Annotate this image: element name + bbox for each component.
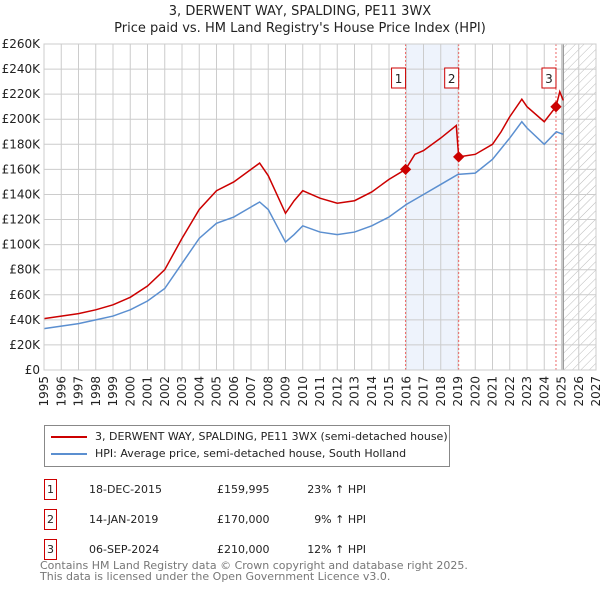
sale-hpi-diff: 23% ↑ HPI bbox=[307, 483, 366, 496]
shaded-period bbox=[405, 44, 459, 370]
x-tick-label: 1995 bbox=[37, 376, 51, 407]
x-tick-label: 2021 bbox=[486, 376, 500, 407]
x-tick-label: 2023 bbox=[520, 376, 534, 407]
x-tick-label: 2003 bbox=[175, 376, 189, 407]
sale-date: 18-DEC-2015 bbox=[89, 483, 163, 496]
sale-point bbox=[399, 163, 412, 176]
x-tick-label: 2000 bbox=[123, 376, 137, 407]
sale-label: 1 bbox=[395, 72, 403, 86]
price-chart: £0 £20K £40K £60K £80K £100K £120K £140K £160K £1… bbox=[2, 37, 600, 407]
sale-label-box bbox=[391, 67, 407, 89]
x-tick-label: 2019 bbox=[451, 376, 465, 407]
series-line bbox=[43, 89, 564, 320]
y-tick-label: £120K bbox=[2, 213, 42, 227]
sale-date: 06-SEP-2024 bbox=[89, 543, 160, 556]
y-tick-label: £260K bbox=[2, 37, 42, 51]
x-tick-label: 2016 bbox=[399, 376, 413, 407]
x-tick-label: 1997 bbox=[72, 376, 86, 407]
x-tick-label: 2013 bbox=[348, 376, 362, 407]
x-tick-label: 2014 bbox=[365, 376, 379, 407]
x-tick-label: 2010 bbox=[296, 376, 310, 407]
sale-label: 3 bbox=[545, 72, 553, 86]
x-tick-label: 2005 bbox=[210, 376, 224, 407]
y-tick-label: £0 bbox=[25, 363, 40, 377]
footer-line: This data is licensed under the Open Gov… bbox=[40, 570, 391, 583]
x-tick-label: 2006 bbox=[227, 376, 241, 407]
sale-number-badge: 3 bbox=[44, 539, 57, 560]
sale-price: £170,000 bbox=[217, 513, 270, 526]
x-tick-label: 2011 bbox=[313, 376, 327, 407]
sale-point bbox=[453, 151, 465, 163]
series-line bbox=[43, 120, 564, 330]
y-tick-label: £140K bbox=[2, 187, 42, 201]
sale-price: £159,995 bbox=[217, 483, 270, 496]
x-tick-label: 2018 bbox=[434, 376, 448, 407]
x-tick-label: 2012 bbox=[330, 376, 344, 407]
x-tick-label: 1998 bbox=[89, 376, 103, 407]
x-tick-label: 2020 bbox=[468, 376, 482, 407]
y-tick-label: £180K bbox=[2, 137, 42, 151]
plot-border bbox=[43, 43, 597, 371]
sale-row: 2 14-JAN-2019 £170,000 9% ↑ HPI bbox=[44, 509, 444, 533]
chart-title: 3, DERWENT WAY, SPALDING, PE11 3WX bbox=[168, 4, 432, 19]
x-tick-label: 2007 bbox=[244, 376, 258, 407]
legend-item-property: 3, DERWENT WAY, SPALDING, PE11 3WX (semi… bbox=[51, 430, 448, 443]
y-tick-label: £220K bbox=[2, 87, 42, 101]
y-tick-label: £60K bbox=[9, 288, 41, 302]
legend-item-hpi: HPI: Average price, semi-detached house,… bbox=[51, 447, 406, 460]
sale-row: 1 18-DEC-2015 £159,995 23% ↑ HPI bbox=[44, 479, 444, 503]
x-tick-label: 2025 bbox=[555, 376, 569, 407]
sale-label: 2 bbox=[448, 72, 456, 86]
x-tick-label: 2027 bbox=[589, 376, 600, 407]
legend-label: 3, DERWENT WAY, SPALDING, PE11 3WX (semi… bbox=[95, 430, 448, 443]
sale-label-box bbox=[444, 67, 460, 89]
sale-label-box bbox=[541, 67, 557, 89]
x-tick-label: 2009 bbox=[279, 376, 293, 407]
footer-line: Contains HM Land Registry data © Crown c… bbox=[40, 559, 468, 572]
x-tick-label: 1999 bbox=[106, 376, 120, 407]
forecast-hatch bbox=[563, 44, 596, 370]
x-tick-label: 2004 bbox=[192, 376, 206, 407]
sale-price: £210,000 bbox=[217, 543, 270, 556]
chart-subtitle: Price paid vs. HM Land Registry's House … bbox=[114, 21, 486, 36]
x-tick-label: 2015 bbox=[382, 376, 396, 407]
x-tick-label: 2026 bbox=[572, 376, 586, 407]
footer: Contains HM Land Registry data © Crown c… bbox=[40, 560, 468, 582]
y-tick-label: £20K bbox=[9, 338, 41, 352]
legend: 3, DERWENT WAY, SPALDING, PE11 3WX (semi… bbox=[44, 425, 450, 467]
sale-number-badge: 1 bbox=[44, 479, 57, 500]
legend-label: HPI: Average price, semi-detached house,… bbox=[95, 447, 407, 460]
x-tick-label: 2024 bbox=[537, 376, 551, 407]
sale-hpi-diff: 12% ↑ HPI bbox=[307, 543, 366, 556]
sale-number-badge: 2 bbox=[44, 509, 57, 530]
y-tick-label: £80K bbox=[9, 263, 41, 277]
y-tick-label: £100K bbox=[2, 238, 42, 252]
x-tick-label: 2017 bbox=[417, 376, 431, 407]
x-tick-label: 2002 bbox=[158, 376, 172, 407]
y-tick-label: £240K bbox=[2, 62, 42, 76]
y-tick-label: £40K bbox=[9, 313, 41, 327]
x-tick-label: 2022 bbox=[503, 376, 517, 407]
blue-line-swatch bbox=[51, 452, 87, 455]
x-tick-label: 1996 bbox=[54, 376, 68, 407]
y-tick-label: £200K bbox=[2, 112, 42, 126]
x-tick-label: 2001 bbox=[141, 376, 155, 407]
red-line-swatch bbox=[51, 435, 87, 438]
sale-date: 14-JAN-2019 bbox=[89, 513, 159, 526]
sale-hpi-diff: 9% ↑ HPI bbox=[314, 513, 366, 526]
x-tick-label: 2008 bbox=[261, 376, 275, 407]
sale-row: 3 06-SEP-2024 £210,000 12% ↑ HPI bbox=[44, 539, 444, 563]
y-tick-label: £160K bbox=[2, 162, 42, 176]
